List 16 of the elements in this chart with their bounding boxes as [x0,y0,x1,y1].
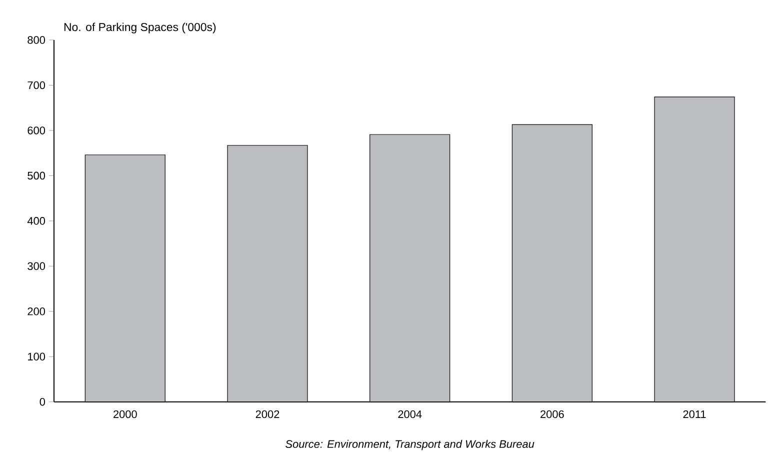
y-tick-label: 700 [28,81,46,90]
y-tick-label: 600 [28,126,46,134]
y-tick-label: 400 [27,217,46,225]
y-tick-label: 800 [28,36,46,44]
x-tick-label: 2011 [683,410,706,418]
source-note: Source: Environment, Transport and Works Bureau [286,440,534,450]
x-tick-label: 2002 [256,410,280,418]
y-axis-title: No. of Parking Spaces ('000s) [64,22,216,34]
y-tick-label: 100 [28,352,46,361]
x-tick-label: 2000 [114,410,137,418]
y-tick-label: 300 [28,262,46,270]
y-tick-label: 0 [40,398,46,406]
x-tick-label: 2004 [398,410,422,418]
y-tick-label: 200 [28,308,46,316]
x-tick-label: 2006 [540,410,564,418]
y-tick-label: 500 [28,172,46,180]
